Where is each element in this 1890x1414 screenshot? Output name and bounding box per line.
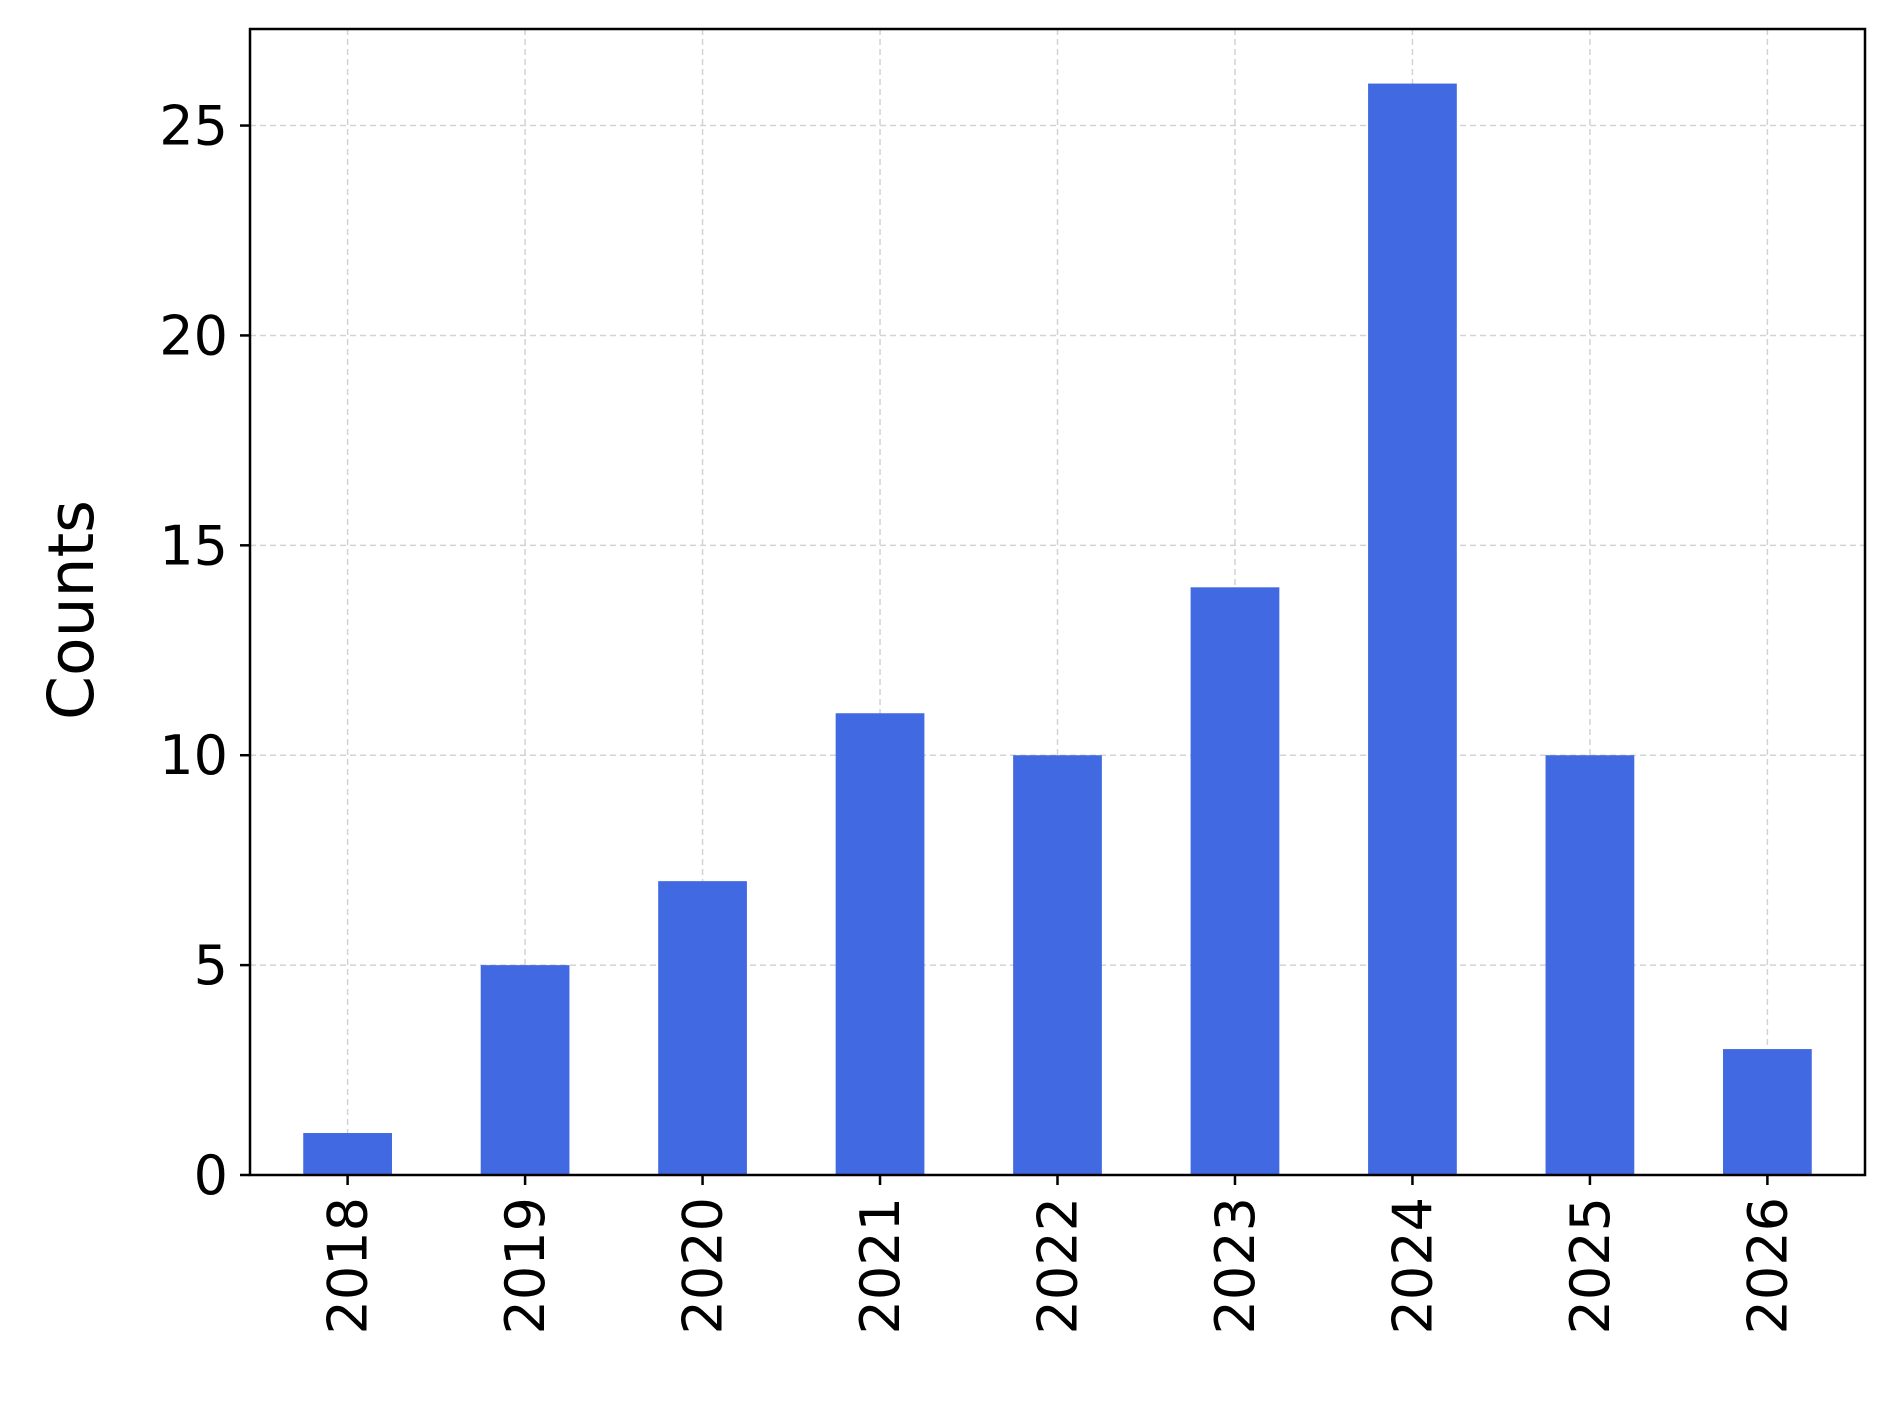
bar-2025 — [1545, 755, 1635, 1175]
bar-2022 — [1013, 755, 1102, 1175]
x-tick-label: 2022 — [1027, 1197, 1090, 1334]
x-tick-label: 2020 — [672, 1197, 735, 1334]
bar-2024 — [1368, 83, 1457, 1176]
bar-2026 — [1723, 1049, 1812, 1175]
bar-2018 — [303, 1133, 392, 1175]
bar-2020 — [658, 881, 747, 1175]
y-tick-label: 25 — [159, 95, 228, 158]
x-tick-label: 2024 — [1381, 1197, 1444, 1334]
bar-2023 — [1190, 587, 1280, 1175]
x-tick-label: 2025 — [1559, 1197, 1622, 1334]
bar-2021 — [835, 713, 925, 1175]
y-axis-label: Counts — [35, 500, 108, 720]
y-tick-label: 0 — [194, 1144, 228, 1207]
y-tick-label: 5 — [194, 934, 228, 997]
y-tick-label: 10 — [159, 724, 228, 787]
bars-layer — [303, 83, 1812, 1176]
y-tick-label: 20 — [159, 304, 228, 367]
y-tick-label: 15 — [159, 514, 228, 577]
x-tick-label: 2021 — [849, 1197, 912, 1334]
x-tick-label: 2023 — [1204, 1197, 1267, 1334]
x-tick-label: 2018 — [317, 1197, 380, 1334]
x-tick-label: 2019 — [494, 1197, 557, 1334]
bar-2019 — [480, 965, 570, 1175]
x-tick-label: 2026 — [1736, 1197, 1799, 1334]
